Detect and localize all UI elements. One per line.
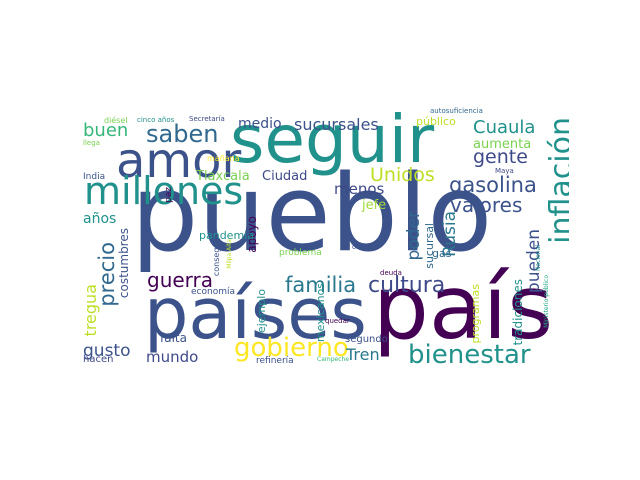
word-india: India bbox=[83, 172, 106, 182]
word-conseguir: conseguir bbox=[212, 237, 221, 277]
word-pueblo: pueblo bbox=[131, 152, 493, 275]
word-manana: mañana bbox=[207, 154, 240, 163]
word-millones: millones bbox=[84, 169, 244, 213]
word-medio: medio bbox=[238, 116, 282, 132]
word-precio: precio bbox=[95, 242, 119, 307]
word-gusto: gusto bbox=[83, 341, 131, 361]
word-ciudad: Ciudad bbox=[262, 169, 308, 184]
word-problema: problema bbox=[279, 248, 322, 258]
word-refineria: refinería bbox=[256, 356, 294, 366]
word-paises: países bbox=[144, 273, 367, 355]
word-llega: llega bbox=[83, 139, 100, 147]
word-menos: menos bbox=[334, 180, 385, 198]
word-ejemplo: ejemplo bbox=[255, 289, 268, 334]
word-tlaxcala: Tlaxcala bbox=[196, 169, 250, 184]
word-mundo: mundo bbox=[146, 348, 199, 366]
word-segundo: segundo bbox=[345, 334, 388, 345]
word-falta: falta bbox=[160, 331, 187, 345]
word-tregua: tregua bbox=[81, 284, 100, 337]
word-autosuficiencia: autosuficiencia bbox=[430, 107, 483, 115]
word-poder: poder bbox=[404, 211, 424, 261]
word-pandemia: pandemia bbox=[199, 229, 254, 242]
word-bienestar: bienestar bbox=[408, 340, 531, 370]
word-secretaria: Secretaría bbox=[189, 115, 225, 123]
word-campeche: Campeche bbox=[317, 356, 350, 363]
word-familia: familia bbox=[285, 273, 357, 297]
word-maya: Maya bbox=[495, 167, 514, 175]
word-publico: público bbox=[416, 115, 456, 128]
word-gobierno: gobierno bbox=[234, 333, 349, 363]
word-paz: paz bbox=[164, 187, 174, 203]
word-costumbres: costumbres bbox=[117, 228, 131, 299]
word-valores: valores bbox=[450, 193, 523, 217]
word-guerra: guerra bbox=[147, 268, 214, 292]
word-economia: economía bbox=[191, 287, 235, 297]
word-programas: programas bbox=[469, 284, 482, 344]
word-aumenta: aumenta bbox=[473, 137, 532, 152]
word-milpa-alta: Milpa Alta bbox=[226, 239, 233, 269]
word-saben: saben bbox=[146, 120, 219, 148]
word-quedar: quedar bbox=[325, 317, 350, 325]
word-unidos: Unidos bbox=[370, 164, 435, 186]
word-ministerio-publico: Ministerio público bbox=[543, 275, 550, 328]
word-cultura: cultura bbox=[368, 273, 446, 298]
word-cinco-anos: cinco años bbox=[137, 116, 175, 124]
word-nacional: Nacional bbox=[535, 245, 542, 271]
word-amor: amor bbox=[116, 133, 242, 189]
word-tren: Tren bbox=[346, 345, 380, 364]
word-inflacion: inflación bbox=[544, 117, 569, 244]
word-buen: buen bbox=[83, 120, 129, 141]
word-tradiciones: tradiciones bbox=[511, 279, 525, 346]
word-gas: gas bbox=[432, 247, 452, 260]
word-diesel: diésel bbox=[104, 116, 128, 125]
word-mexicanos: mexicanos bbox=[314, 283, 327, 343]
word-sucursal: sucursal bbox=[423, 223, 436, 269]
word-obras: obras bbox=[352, 243, 372, 251]
word-gente: gente bbox=[473, 146, 528, 168]
word-sucursales: sucursales bbox=[294, 115, 379, 134]
word-hacen: hacen bbox=[83, 354, 114, 365]
word-jefe: jefe bbox=[362, 198, 387, 213]
word-pais: país bbox=[373, 256, 554, 359]
word-cuaula: Cuaula bbox=[473, 117, 536, 138]
word-gasolina: gasolina bbox=[449, 173, 537, 197]
word-deuda: deuda bbox=[380, 269, 402, 277]
word-seguir: seguir bbox=[230, 101, 435, 178]
word-anos: años bbox=[83, 211, 117, 227]
word-cloud: pueblo país países seguir amor millones … bbox=[80, 99, 569, 371]
